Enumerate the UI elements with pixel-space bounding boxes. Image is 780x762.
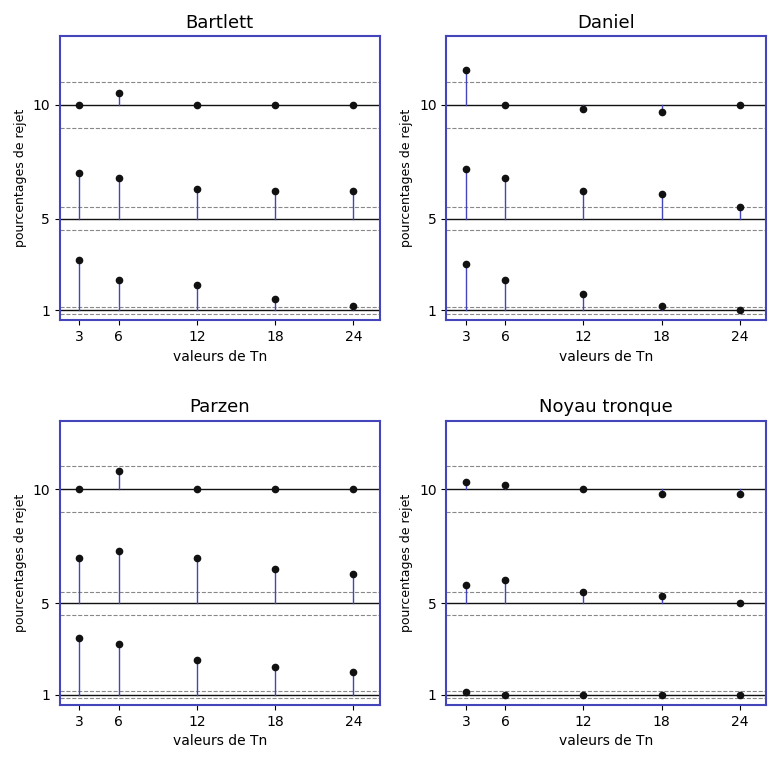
- Title: Noyau tronque: Noyau tronque: [539, 399, 673, 416]
- Title: Daniel: Daniel: [577, 14, 635, 32]
- Y-axis label: pourcentages de rejet: pourcentages de rejet: [14, 109, 27, 248]
- Y-axis label: pourcentages de rejet: pourcentages de rejet: [14, 494, 27, 632]
- X-axis label: valeurs de Tn: valeurs de Tn: [172, 734, 267, 748]
- Y-axis label: pourcentages de rejet: pourcentages de rejet: [400, 109, 413, 248]
- Title: Bartlett: Bartlett: [186, 14, 254, 32]
- X-axis label: valeurs de Tn: valeurs de Tn: [559, 350, 654, 363]
- Title: Parzen: Parzen: [190, 399, 250, 416]
- Y-axis label: pourcentages de rejet: pourcentages de rejet: [400, 494, 413, 632]
- X-axis label: valeurs de Tn: valeurs de Tn: [559, 734, 654, 748]
- X-axis label: valeurs de Tn: valeurs de Tn: [172, 350, 267, 363]
